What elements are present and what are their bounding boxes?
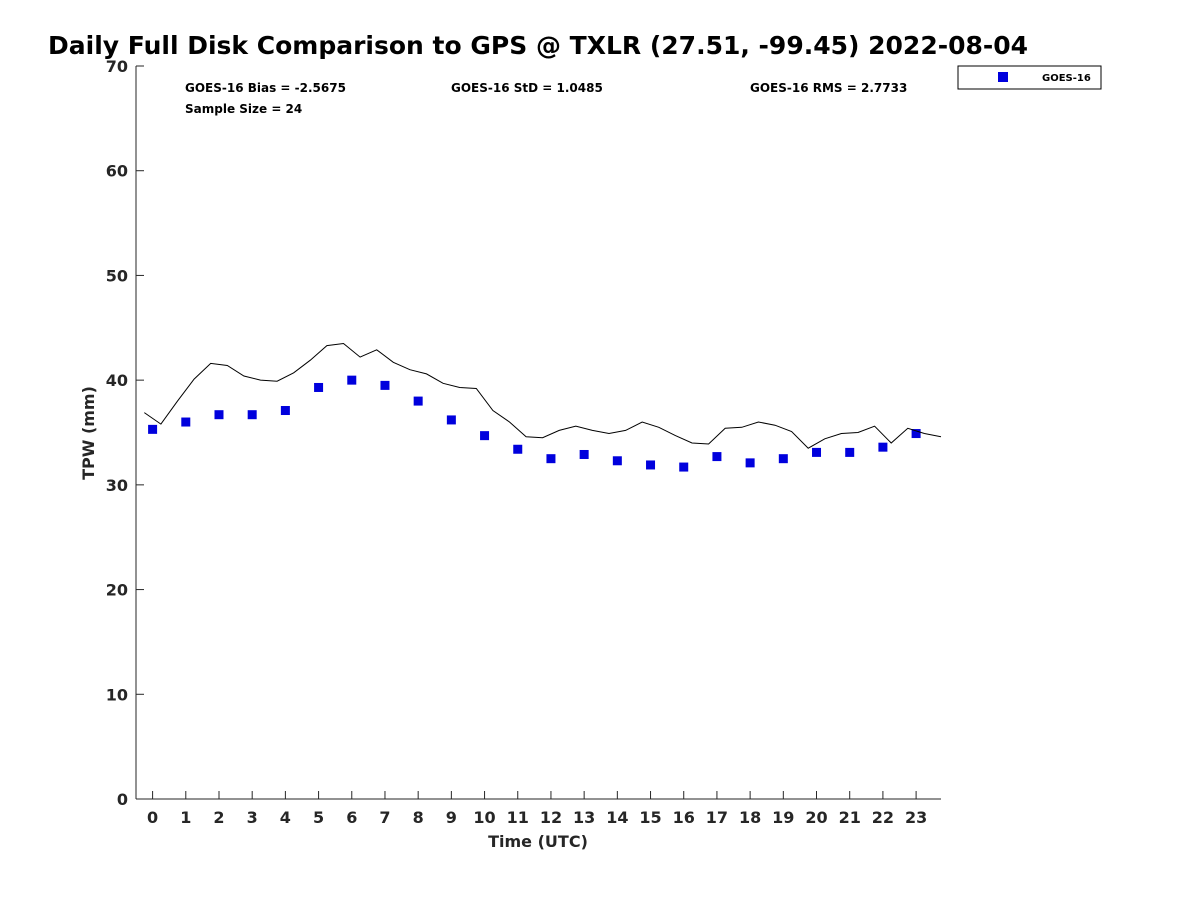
goes16-point [546,454,556,464]
x-tick-label: 20 [805,808,827,827]
chart-title: Daily Full Disk Comparison to GPS @ TXLR… [48,31,1028,60]
goes16-point [911,429,921,439]
x-tick-label: 0 [147,808,158,827]
goes16-point [247,410,257,420]
x-tick-label: 15 [639,808,661,827]
x-tick-label: 4 [280,808,291,827]
legend-marker [998,72,1008,82]
x-tick-label: 7 [379,808,390,827]
stat-rms: GOES-16 RMS = 2.7733 [750,81,907,95]
y-tick-label: 70 [106,57,128,76]
x-tick-label: 2 [213,808,224,827]
y-tick-label: 10 [106,685,128,704]
goes16-point [745,458,755,468]
goes16-point [347,375,357,385]
x-tick-label: 12 [540,808,562,827]
goes16-point [579,449,589,459]
y-tick-label: 50 [106,266,128,285]
goes16-point [413,396,423,406]
goes16-point [280,406,290,416]
x-tick-label: 1 [180,808,191,827]
x-tick-label: 10 [473,808,495,827]
goes16-point [646,460,656,470]
legend: GOES-16 [957,65,1102,90]
x-tick-label: 9 [446,808,457,827]
x-tick-label: 13 [573,808,595,827]
x-tick-label: 11 [507,808,529,827]
goes16-point [612,456,622,466]
stat-std: GOES-16 StD = 1.0485 [451,81,603,95]
y-tick-label: 0 [117,790,128,809]
y-tick-label: 20 [106,581,128,600]
goes16-point [480,431,490,441]
goes16-point [778,454,788,464]
gps-line [144,342,942,449]
goes16-point [513,444,523,454]
goes16-point [314,382,324,392]
goes16-point [845,447,855,457]
x-tick-label: 6 [346,808,357,827]
legend-box [957,65,1102,90]
x-tick-label: 14 [606,808,628,827]
x-tick-label: 22 [872,808,894,827]
stat-bias: GOES-16 Bias = -2.5675 [185,81,346,95]
x-tick-label: 21 [839,808,861,827]
goes16-point [878,442,888,452]
y-tick-label: 30 [106,476,128,495]
x-tick-label: 3 [247,808,258,827]
goes16-point [679,462,689,472]
goes16-point [446,415,456,425]
goes16-point [148,424,158,434]
x-tick-label: 23 [905,808,927,827]
x-tick-label: 16 [673,808,695,827]
y-axis-label: TPW (mm) [79,386,98,480]
x-tick-label: 19 [772,808,794,827]
goes16-point [380,380,390,390]
y-tick-label: 40 [106,371,128,390]
legend-label: GOES-16 [1042,73,1091,84]
y-tick-label: 60 [106,162,128,181]
x-tick-label: 17 [706,808,728,827]
goes16-point [214,410,224,420]
x-axis-label: Time (UTC) [488,832,588,851]
x-tick-label: 18 [739,808,761,827]
goes16-point [812,447,822,457]
goes16-point [712,452,722,462]
x-tick-label: 8 [413,808,424,827]
stat-sample-size: Sample Size = 24 [185,102,302,116]
goes16-point [181,417,191,427]
x-tick-label: 5 [313,808,324,827]
